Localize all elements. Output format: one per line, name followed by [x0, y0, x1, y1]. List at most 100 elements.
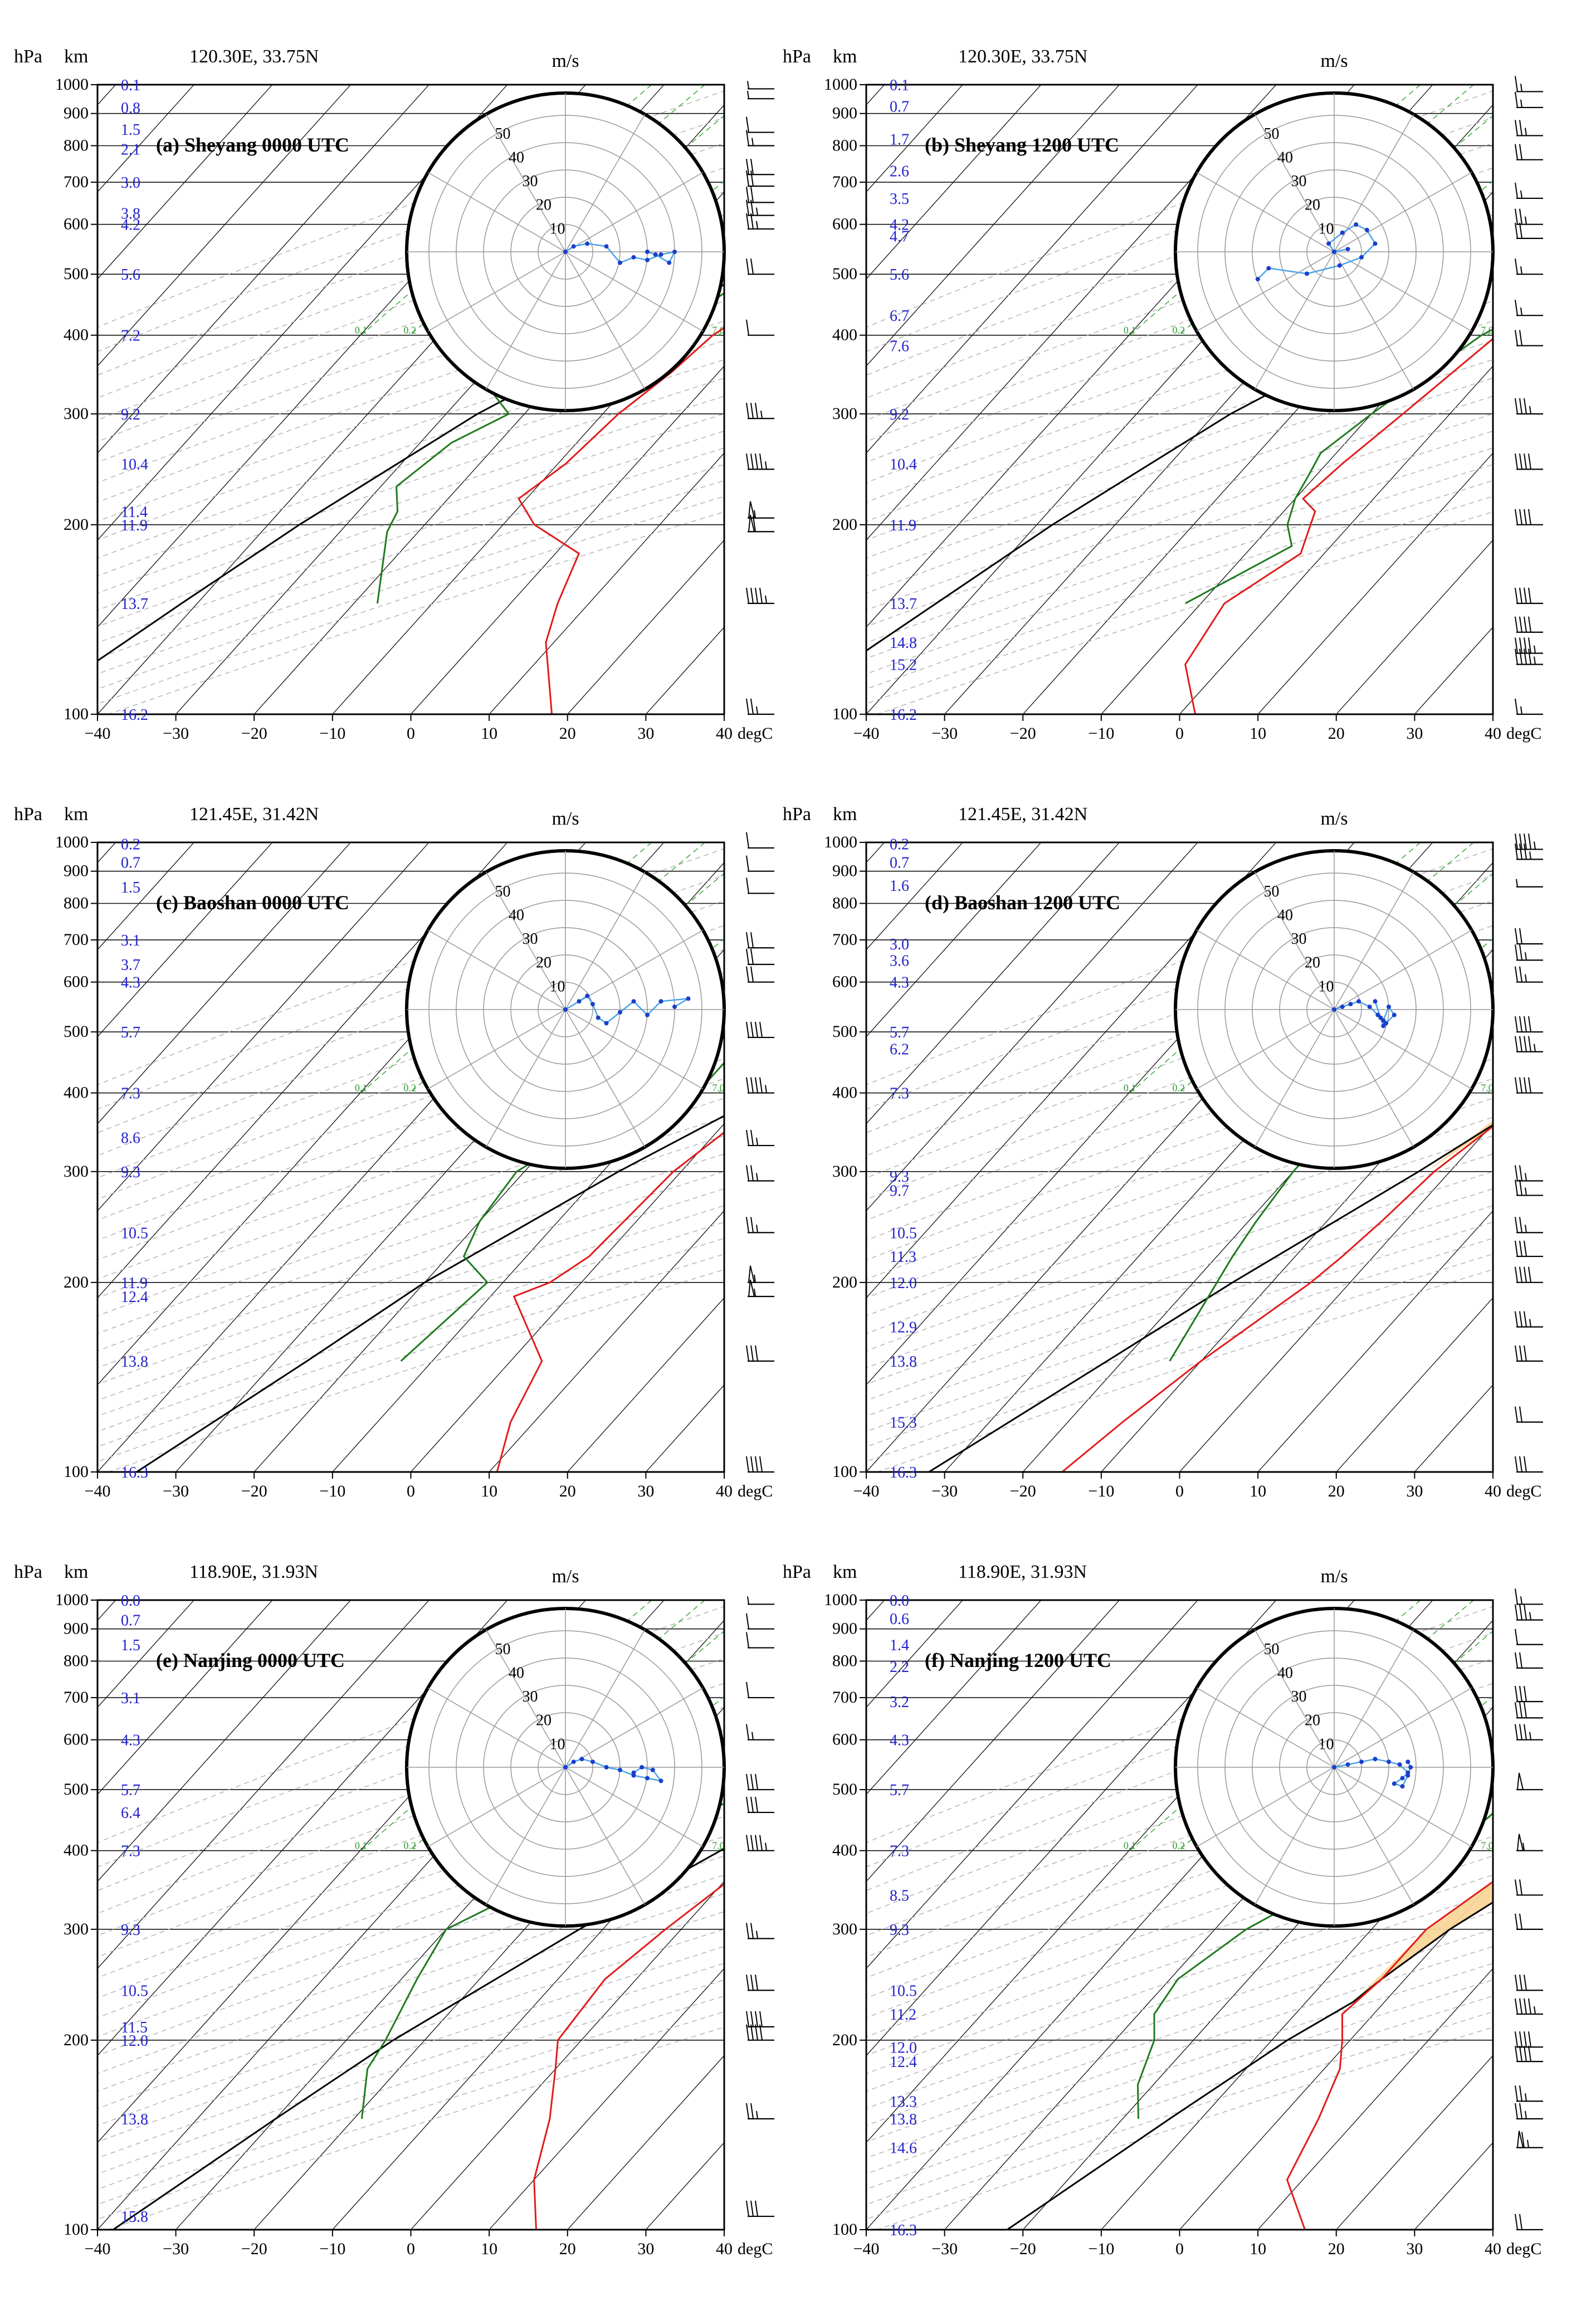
hodograph-point — [618, 1767, 622, 1772]
height-km-label: 1.6 — [890, 877, 909, 895]
barb-half — [1520, 706, 1522, 715]
barb-full — [1519, 1266, 1522, 1283]
height-km-label: 4.3 — [121, 1732, 140, 1749]
mixing-ratio-label: 0.1 — [355, 325, 368, 336]
wind-barb — [1515, 222, 1543, 239]
mixing-ratio-line — [1576, 1600, 1596, 1851]
pressure-tick-label: 900 — [64, 1620, 89, 1638]
hodograph-point — [596, 1015, 601, 1020]
barb-full — [746, 832, 749, 849]
isotherm — [866, 85, 963, 193]
barb-full — [746, 1923, 749, 1939]
height-km-label: 7.3 — [890, 1843, 909, 1860]
mixing-ratio-line — [1486, 1088, 1493, 1094]
wind-barb — [1515, 1311, 1543, 1328]
hodograph-point — [1397, 1762, 1402, 1767]
barb-half — [1516, 879, 1518, 887]
height-km-label: 5.6 — [121, 266, 140, 284]
height-km-label: 13.7 — [890, 596, 917, 613]
barb-full — [750, 159, 754, 175]
dry-adiabat — [97, 1171, 724, 1385]
dry-adiabat — [97, 259, 724, 483]
wind-barb — [746, 1021, 774, 1039]
temperature-tick-label: 30 — [1406, 2240, 1423, 2258]
mixing-ratio-label: 0.2 — [403, 325, 416, 336]
hodograph-point — [1400, 1784, 1405, 1789]
isotherm — [97, 842, 273, 1037]
barb-full — [1515, 844, 1518, 860]
barb-half — [1525, 216, 1527, 225]
pressure-tick-label: 800 — [832, 1652, 857, 1670]
hodograph-point — [686, 996, 691, 1001]
pressure-tick-label: 800 — [64, 894, 89, 913]
pressure-tick-label: 600 — [832, 973, 857, 991]
barb-half — [765, 1842, 767, 1851]
mixing-ratio-label: 0.2 — [1172, 325, 1185, 336]
hodograph-unit: m/s — [551, 51, 579, 71]
height-km-label: 10.4 — [121, 456, 148, 473]
barb-half — [1525, 2093, 1527, 2102]
barb-full — [746, 877, 749, 894]
barb-full — [746, 855, 749, 871]
hodograph-point — [1387, 1759, 1391, 1764]
isotherm — [866, 842, 963, 950]
height-km-label: 16.3 — [890, 2222, 917, 2239]
x-axis-unit: degC — [738, 1482, 773, 1500]
temperature-tick-label: 0 — [1175, 2240, 1184, 2258]
wind-barb — [748, 1279, 774, 1298]
temperature-tick-label: 20 — [1328, 1482, 1345, 1500]
hodograph-point — [571, 1759, 576, 1764]
barb-full — [746, 1345, 749, 1362]
parcel-curve — [113, 1847, 724, 2230]
wind-barb — [1515, 1652, 1543, 1669]
dry-adiabat — [866, 1016, 1493, 1241]
temperature-tick-label: −30 — [931, 724, 958, 743]
isotherm — [1179, 1123, 1493, 1472]
wind-barb — [746, 1975, 774, 1991]
barb-full — [1515, 1652, 1518, 1669]
barb-half — [1529, 1732, 1531, 1740]
dry-adiabat — [866, 1171, 1493, 1385]
barb-full — [755, 1796, 758, 1813]
hodograph-unit: m/s — [1320, 51, 1348, 71]
mixing-ratio-label: 0.2 — [403, 1840, 416, 1851]
barb-full — [750, 1923, 754, 1939]
mixing-ratio-label: 16.0 — [798, 1083, 816, 1094]
isotherm — [1336, 1297, 1493, 1472]
parcel-curve — [928, 1124, 1493, 1472]
hodograph-point — [604, 1021, 609, 1026]
hodograph-point — [1340, 230, 1345, 235]
wind-barb — [746, 587, 774, 604]
barb-full — [1524, 509, 1527, 525]
wind-barb — [1515, 637, 1543, 654]
wind-barb — [746, 932, 774, 949]
barb-half — [756, 1137, 758, 1146]
dry-adiabat — [97, 340, 724, 559]
pressure-tick-label: 100 — [64, 2220, 89, 2239]
mixing-ratio-label: 0.1 — [355, 1840, 368, 1851]
barb-full — [746, 1796, 749, 1813]
dry-adiabat — [866, 431, 1493, 643]
temperature-tick-label: −40 — [853, 1482, 880, 1500]
wind-barb — [1515, 1629, 1543, 1645]
hodograph-point — [645, 257, 650, 262]
pressure-tick-label: 800 — [64, 136, 89, 155]
hodograph-point — [1384, 1021, 1389, 1026]
wind-barb — [746, 2103, 774, 2120]
dry-adiabat — [866, 117, 1493, 352]
barb-full — [746, 2103, 749, 2119]
hodograph-point — [1345, 247, 1350, 252]
height-km-label: 9.7 — [890, 1183, 909, 1200]
pressure-tick-label: 200 — [832, 1273, 857, 1291]
height-km-label: 8.5 — [890, 1887, 909, 1904]
isotherm — [489, 1968, 724, 2230]
isotherm — [567, 539, 724, 714]
temperature-tick-label: 30 — [1406, 1482, 1423, 1500]
barb-full — [1519, 208, 1522, 225]
barb-full — [1519, 1724, 1522, 1740]
barb-full — [1515, 1077, 1518, 1093]
height-km-label: 9.3 — [121, 1922, 140, 1939]
hodograph-point — [563, 1765, 568, 1769]
temperature-tick-label: −40 — [853, 724, 880, 743]
height-unit: km — [64, 804, 88, 825]
